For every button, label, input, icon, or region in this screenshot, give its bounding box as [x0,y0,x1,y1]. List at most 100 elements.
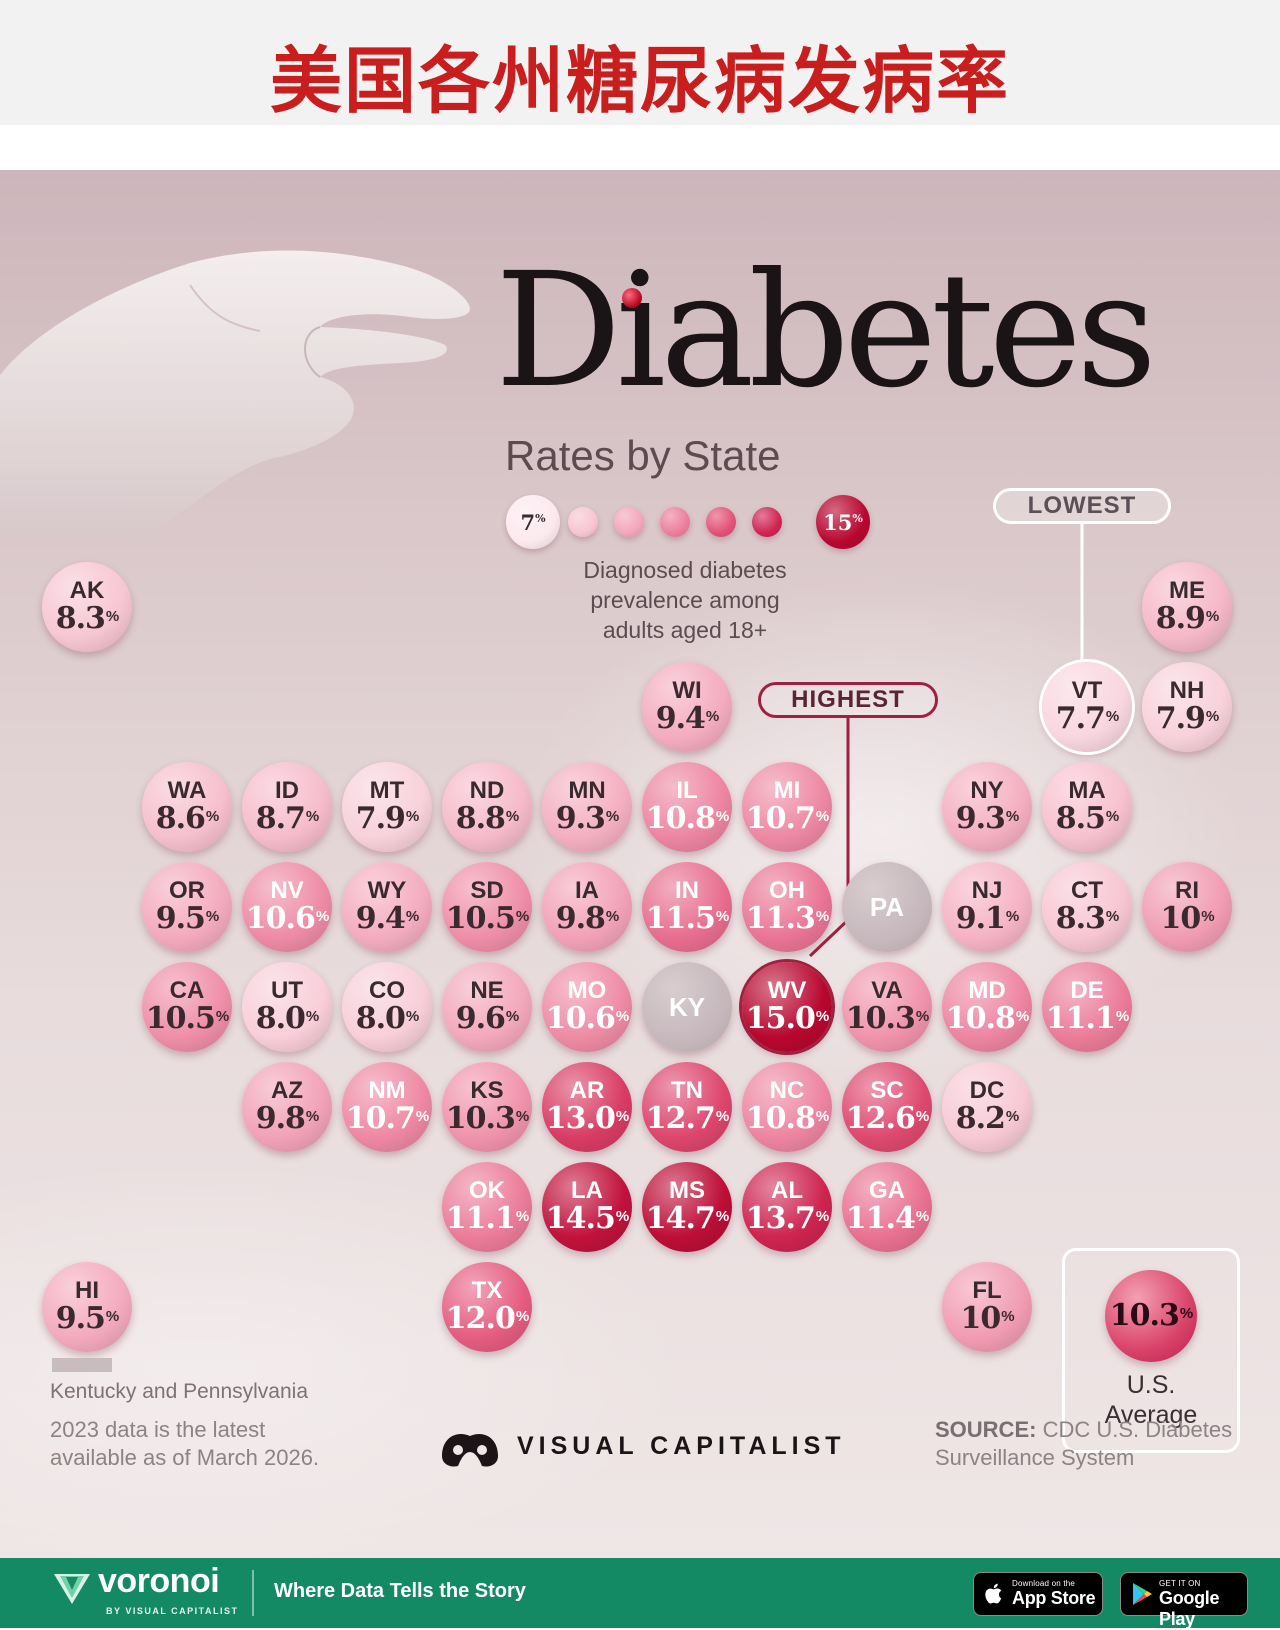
percent-sign: % [715,908,729,925]
state-abbr: CT [1071,877,1103,904]
us-average-label-line: U.S. [1126,1371,1176,1399]
state-rate-value: 9.4 [355,901,406,936]
hand-illustration [0,250,470,535]
percent-sign: % [615,1108,629,1125]
percent-sign: % [305,1008,319,1025]
state-rate-value: 10.5 [445,901,516,936]
state-tile-me: ME 8.9% [1142,562,1232,652]
percent-sign: % [715,1108,729,1125]
footer-divider [252,1570,254,1616]
state-abbr: IL [676,777,698,804]
state-rate: 12.6% [846,1103,929,1135]
legend-swatch [614,507,644,537]
state-tile-wa: WA 8.6% [142,762,232,852]
state-rate: 10.5% [145,1001,229,1036]
state-rate: 14.5% [546,1203,629,1235]
percent-sign: % [205,808,219,825]
state-abbr: SC [870,1077,904,1104]
state-rate: 9.3% [955,801,1020,836]
app-store-button[interactable]: Download on the App Store [973,1572,1103,1616]
state-abbr: TN [671,1077,703,1104]
infographic: Diabetes Rates by State 7% 15% Diagnosed … [0,170,1280,1558]
state-rate: 11.4% [846,1203,929,1235]
state-rate: 9.3% [556,803,620,835]
google-play-small-text: GET IT ON [1159,1579,1201,1588]
state-rate-value: 7.9 [1155,701,1206,736]
us-average-box [1062,1248,1240,1453]
state-rate-value: 9.8 [255,1101,306,1136]
state-tile-la: LA 14.5% [542,1162,632,1252]
percent-sign: % [105,608,119,625]
state-rate-value: 10.8 [645,801,716,836]
percent-sign: % [305,1108,319,1125]
state-abbr: GA [869,1177,905,1204]
percent-sign: % [815,1208,829,1225]
state-rate-value: 10.5 [145,1001,216,1036]
state-tile-id: ID 8.7% [242,762,332,852]
app-store-small-text: Download on the [1012,1579,1076,1588]
state-abbr: MI [773,777,801,804]
state-rate-value: 14.7 [645,1201,716,1236]
state-tile-ia: IA 9.8% [542,862,632,952]
state-rate: 8.0% [256,1003,320,1035]
us-average-rate: 10.3 [1109,1298,1180,1333]
google-play-button[interactable]: GET IT ON Google Play [1120,1572,1248,1629]
percent-sign: % [852,511,863,525]
state-tile-ok: OK 11.1% [442,1162,532,1252]
state-abbr: KS [470,1077,504,1104]
state-abbr: WI [672,677,702,704]
state-tile-wv: WV 15.0% [742,962,832,1052]
apple-icon [985,1583,1002,1604]
state-rate: 9.8% [555,901,620,936]
state-rate: 8.0% [356,1003,420,1035]
state-rate-value: 7.7 [1055,701,1106,736]
state-rate: 10.6% [246,903,329,935]
state-rate: 10.7% [346,1103,429,1135]
state-abbr: CO [369,977,405,1004]
state-tile-in: IN 11.5% [642,862,732,952]
state-abbr: NM [368,1077,406,1104]
percent-sign: % [1201,908,1214,925]
state-rate-value: 9.8 [555,901,606,936]
legend-caption-line: adults aged 18+ [602,617,768,643]
state-tile-ar: AR 13.0% [542,1062,632,1152]
state-abbr: LA [571,1177,603,1204]
percent-sign: % [1005,908,1019,925]
state-abbr: UT [271,977,303,1004]
color-legend: 7% 15% [496,494,876,550]
state-rate: 10.7% [746,803,829,835]
legend-swatch [568,507,598,537]
percent-sign: % [1179,1305,1193,1322]
percent-sign: % [915,1108,929,1125]
state-rate-value: 8.9 [1155,601,1206,636]
state-rate: 12.0% [446,1303,529,1335]
state-tile-ny: NY 9.3% [942,762,1032,852]
percent-sign: % [1115,1008,1129,1025]
percent-sign: % [1005,808,1019,825]
percent-sign: % [405,1008,419,1025]
state-rate: 8.2% [956,1103,1020,1135]
no-data-swatch [52,1358,112,1372]
state-tile-az: AZ 9.8% [242,1062,332,1152]
state-rate: 8.9% [1155,601,1220,636]
state-rate: 9.5% [56,1303,120,1335]
state-tile-co: CO 8.0% [342,962,432,1052]
state-rate: 9.6% [456,1003,520,1035]
state-tile-ky: KY [642,962,732,1052]
state-rate-value: 10 [960,1301,1001,1336]
state-rate-value: 9.3 [955,801,1006,836]
state-rate-value: 8.5 [1055,801,1106,836]
percent-sign: % [1001,1308,1014,1325]
state-abbr: FL [972,1277,1002,1304]
state-rate: 11.1% [446,1203,529,1235]
state-abbr: AR [569,1077,605,1104]
state-rate-value: 8.8 [455,801,506,836]
percent-sign: % [515,1208,529,1225]
voronoi-wordmark: voronoi [98,1562,220,1600]
percent-sign: % [705,708,719,725]
state-abbr: AL [771,1177,803,1204]
state-tile-wy: WY 9.4% [342,862,432,952]
percent-sign: % [505,808,519,825]
state-rate-value: 9.4 [655,701,706,736]
footer-tagline: Where Data Tells the Story [274,1580,526,1602]
